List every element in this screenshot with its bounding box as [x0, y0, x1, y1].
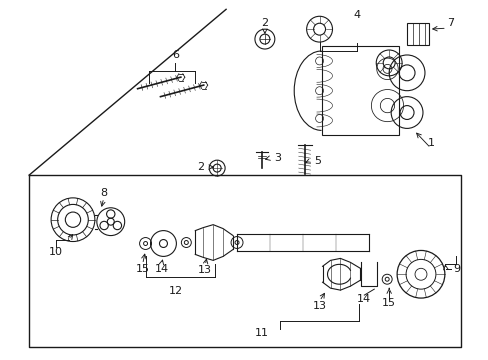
Text: 10: 10	[49, 247, 63, 257]
Text: 14: 14	[357, 294, 370, 304]
Text: 1: 1	[427, 138, 433, 148]
Text: 14: 14	[154, 264, 168, 274]
Text: 5: 5	[313, 156, 321, 166]
Text: 15: 15	[135, 264, 149, 274]
Text: 13: 13	[198, 265, 212, 275]
Text: 7: 7	[447, 18, 453, 28]
Text: 11: 11	[254, 328, 268, 338]
Text: 15: 15	[382, 298, 395, 308]
Text: 4: 4	[353, 10, 360, 20]
Text: 6: 6	[172, 50, 179, 60]
Text: 8: 8	[100, 188, 107, 198]
Text: 3: 3	[274, 153, 281, 163]
Text: 9: 9	[452, 264, 459, 274]
Text: 2: 2	[196, 162, 203, 172]
Text: 13: 13	[312, 301, 326, 311]
Text: 12: 12	[168, 286, 182, 296]
Text: 2: 2	[261, 18, 268, 28]
